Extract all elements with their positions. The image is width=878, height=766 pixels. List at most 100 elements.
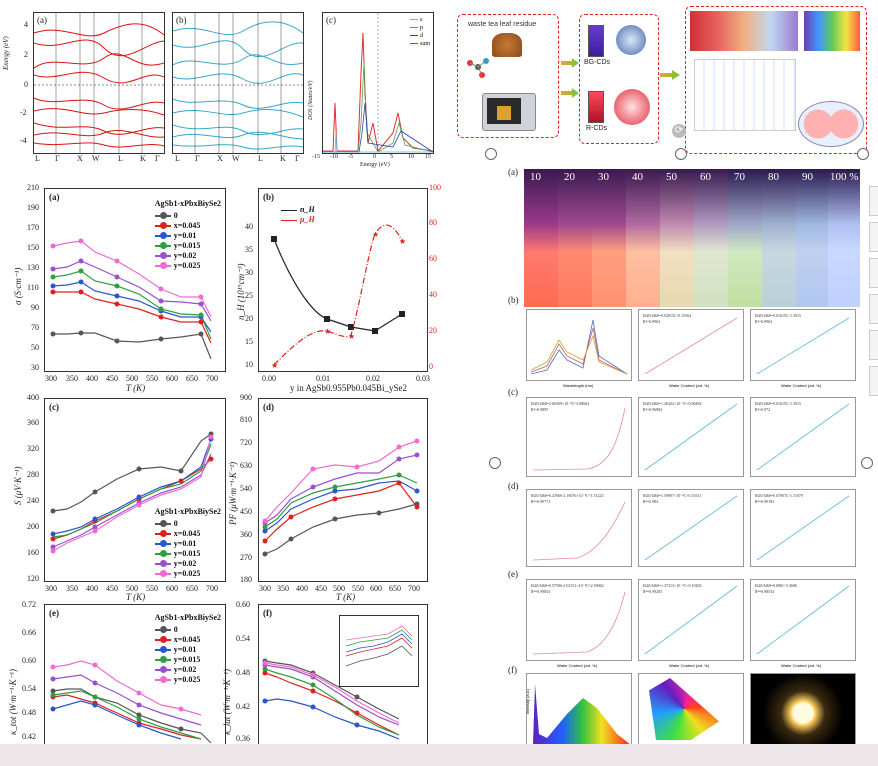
pf-xtick: 500 bbox=[333, 584, 345, 593]
hall-xlabel: y in AgSb0.955Pb0.045Bi_ySe2 bbox=[290, 383, 408, 393]
pf-series bbox=[262, 438, 420, 557]
cie-diagram bbox=[638, 673, 744, 745]
band-k-tick: Γ bbox=[195, 154, 200, 163]
seebeck-ytick: 160 bbox=[27, 548, 39, 557]
dos-xlabel: Energy (eV) bbox=[360, 162, 390, 168]
seebeck-xlabel: T (K) bbox=[126, 592, 146, 602]
left-figure[interactable]: (a) 4 2 0 -2 -4 Energy (eV) bbox=[0, 0, 441, 745]
pf-ytick: 180 bbox=[240, 575, 252, 584]
legend-title: AgSb1-xPbxBiySe2 bbox=[154, 613, 221, 622]
side-panel-tab[interactable] bbox=[869, 222, 878, 252]
selection-handle[interactable] bbox=[857, 148, 869, 160]
fit-equation: I620/I460=1.26432×10⁻²C+0.06494 bbox=[643, 401, 702, 406]
seebeck-ytick: 360 bbox=[27, 418, 39, 427]
bottom-bar bbox=[0, 744, 878, 766]
hall-ytick-right: 20 bbox=[429, 326, 437, 335]
scheme-box-right bbox=[685, 6, 867, 154]
r-cd-vial bbox=[588, 91, 604, 123]
sigma-xtick: 600 bbox=[166, 374, 178, 383]
legend-entry: 0 bbox=[173, 519, 178, 528]
side-panel-tab[interactable] bbox=[869, 366, 878, 396]
dos-xtick: 0 bbox=[373, 154, 376, 160]
energy-tick: 4 bbox=[24, 20, 28, 29]
energy-tick: 0 bbox=[24, 80, 28, 89]
sigma-xtick: 300 bbox=[45, 374, 57, 383]
selection-handle[interactable] bbox=[485, 148, 497, 160]
sigma-xlabel: T (K) bbox=[126, 383, 146, 393]
dos-legend-sum: sum bbox=[419, 41, 430, 47]
pf-xtick: 300 bbox=[259, 584, 271, 593]
hall-xtick: 0.02 bbox=[366, 374, 380, 383]
bg-label: BG-CDs bbox=[584, 59, 611, 66]
sigma-xtick: 700 bbox=[206, 374, 218, 383]
fit-line bbox=[756, 317, 850, 375]
seebeck-ylabel: S (μV·K⁻¹) bbox=[13, 466, 23, 505]
kappa-lat-ytick: 0.48 bbox=[236, 668, 250, 677]
legend-entry: y=0.01 bbox=[173, 539, 197, 548]
sigma-ytick: 30 bbox=[31, 363, 39, 372]
pf-ytick: 360 bbox=[240, 530, 252, 539]
panel-label: (b) bbox=[176, 15, 187, 25]
kappa-legend: AgSb1-xPbxBiySe2 0 x=0.045 y=0.01 y=0.01… bbox=[154, 613, 221, 685]
fit-r2: R²=0.984 bbox=[643, 499, 659, 504]
sigma-ytick: 170 bbox=[27, 223, 39, 232]
ratio-plot-e2: I620/I460=1.37313×10⁻²C+0.10203 R²=0.992… bbox=[638, 579, 744, 668]
vial-label: 20 bbox=[564, 171, 575, 183]
side-panel-tab[interactable] bbox=[869, 330, 878, 360]
sigma-ytick: 130 bbox=[27, 263, 39, 272]
pf-xtick: 600 bbox=[370, 584, 382, 593]
ratio-plot-c1: I620/I460=2.60309×10⁻²C^3.08664 R²=0.989… bbox=[526, 397, 632, 477]
hall-ytick-right: 100 bbox=[429, 183, 441, 192]
ratio-plot-b2: I620/I460=0.02815C-0.15564 R²=0.9963 Wat… bbox=[638, 309, 744, 388]
sigma-ytick: 50 bbox=[31, 343, 39, 352]
selection-handle[interactable] bbox=[675, 148, 687, 160]
sigma-xtick: 350 bbox=[66, 374, 78, 383]
rotate-handle-icon[interactable]: ⟳ bbox=[672, 124, 686, 138]
side-panel-tab[interactable] bbox=[869, 258, 878, 288]
seebeck-ytick: 120 bbox=[27, 574, 39, 583]
panel-label-a: (a) bbox=[508, 167, 518, 177]
legend-title: AgSb1-xPbxBiySe2 bbox=[154, 199, 221, 208]
hall-ytick-left: 40 bbox=[245, 222, 253, 231]
sigma-legend: AgSb1-xPbxBiySe2 0 x=0.045 y=0.01 y=0.01… bbox=[154, 199, 221, 271]
intensity-ylabel: Intensity (a.u.) bbox=[525, 688, 530, 714]
sensing-figure[interactable]: (a) 10 20 30 40 50 60 70 80 90 100 % (b)… bbox=[500, 165, 870, 745]
molecule-icon bbox=[464, 55, 492, 79]
energy-tick: -2 bbox=[20, 108, 27, 117]
side-panel-tab[interactable] bbox=[869, 294, 878, 324]
kappa-lat-ytick: 0.42 bbox=[236, 702, 250, 711]
bg-cd-vial bbox=[588, 25, 604, 57]
hall-ytick-right: 0 bbox=[429, 362, 433, 371]
band-k-tick: X bbox=[217, 154, 223, 163]
legend-nh: n_H bbox=[300, 205, 315, 214]
plot-kappa-tot: (e) AgSb1-xPbxBiySe2 0 x=0.045 bbox=[44, 604, 226, 745]
kappa-lat-ytick: 0.60 bbox=[236, 600, 250, 609]
scheme-figure[interactable]: waste tea leaf residue BG-CDs R-CDs ⟳ bbox=[455, 4, 869, 160]
sigma-ytick: 210 bbox=[27, 183, 39, 192]
wavelength-xlabel: Wavelength (nm) bbox=[563, 383, 594, 388]
legend-entry: y=0.01 bbox=[173, 645, 197, 654]
selection-handle[interactable] bbox=[489, 457, 501, 469]
sigma-series bbox=[50, 238, 212, 360]
seebeck-ytick: 400 bbox=[27, 393, 39, 402]
hall-ytick-left: 20 bbox=[245, 314, 253, 323]
pf-xtick: 400 bbox=[296, 584, 308, 593]
pf-xtick: 350 bbox=[277, 584, 289, 593]
band-k-tick: Γ bbox=[295, 154, 300, 163]
side-panel-tab[interactable] bbox=[869, 186, 878, 216]
selection-handle[interactable] bbox=[861, 457, 873, 469]
water-xlabel: Water Content (vol. %) bbox=[669, 663, 710, 668]
emission-spectra-plot: Wavelength (nm) bbox=[526, 309, 632, 388]
energy-tick: -4 bbox=[20, 136, 27, 145]
hall-xtick: 0.03 bbox=[416, 374, 430, 383]
legend-entry: y=0.015 bbox=[173, 549, 201, 558]
ratio-plot-d1: I620/I460=0.47666-2.16076×10⁻³C^1.51223 … bbox=[526, 489, 632, 567]
legend-entry: y=0.025 bbox=[173, 261, 201, 270]
dos-xtick: -5 bbox=[348, 154, 353, 160]
seebeck-legend: AgSb1-xPbxBiySe2 0 x=0.045 y=0.01 y=0.01… bbox=[154, 507, 221, 579]
hall-legend: n_H μ_H bbox=[281, 205, 315, 225]
vial-label: 90 bbox=[802, 171, 813, 183]
ratio-plot-c2: I620/I460=1.26432×10⁻²C+0.06494 R²=0.968… bbox=[638, 397, 744, 477]
sigma-xtick: 450 bbox=[106, 374, 118, 383]
seebeck-xtick: 400 bbox=[86, 584, 98, 593]
